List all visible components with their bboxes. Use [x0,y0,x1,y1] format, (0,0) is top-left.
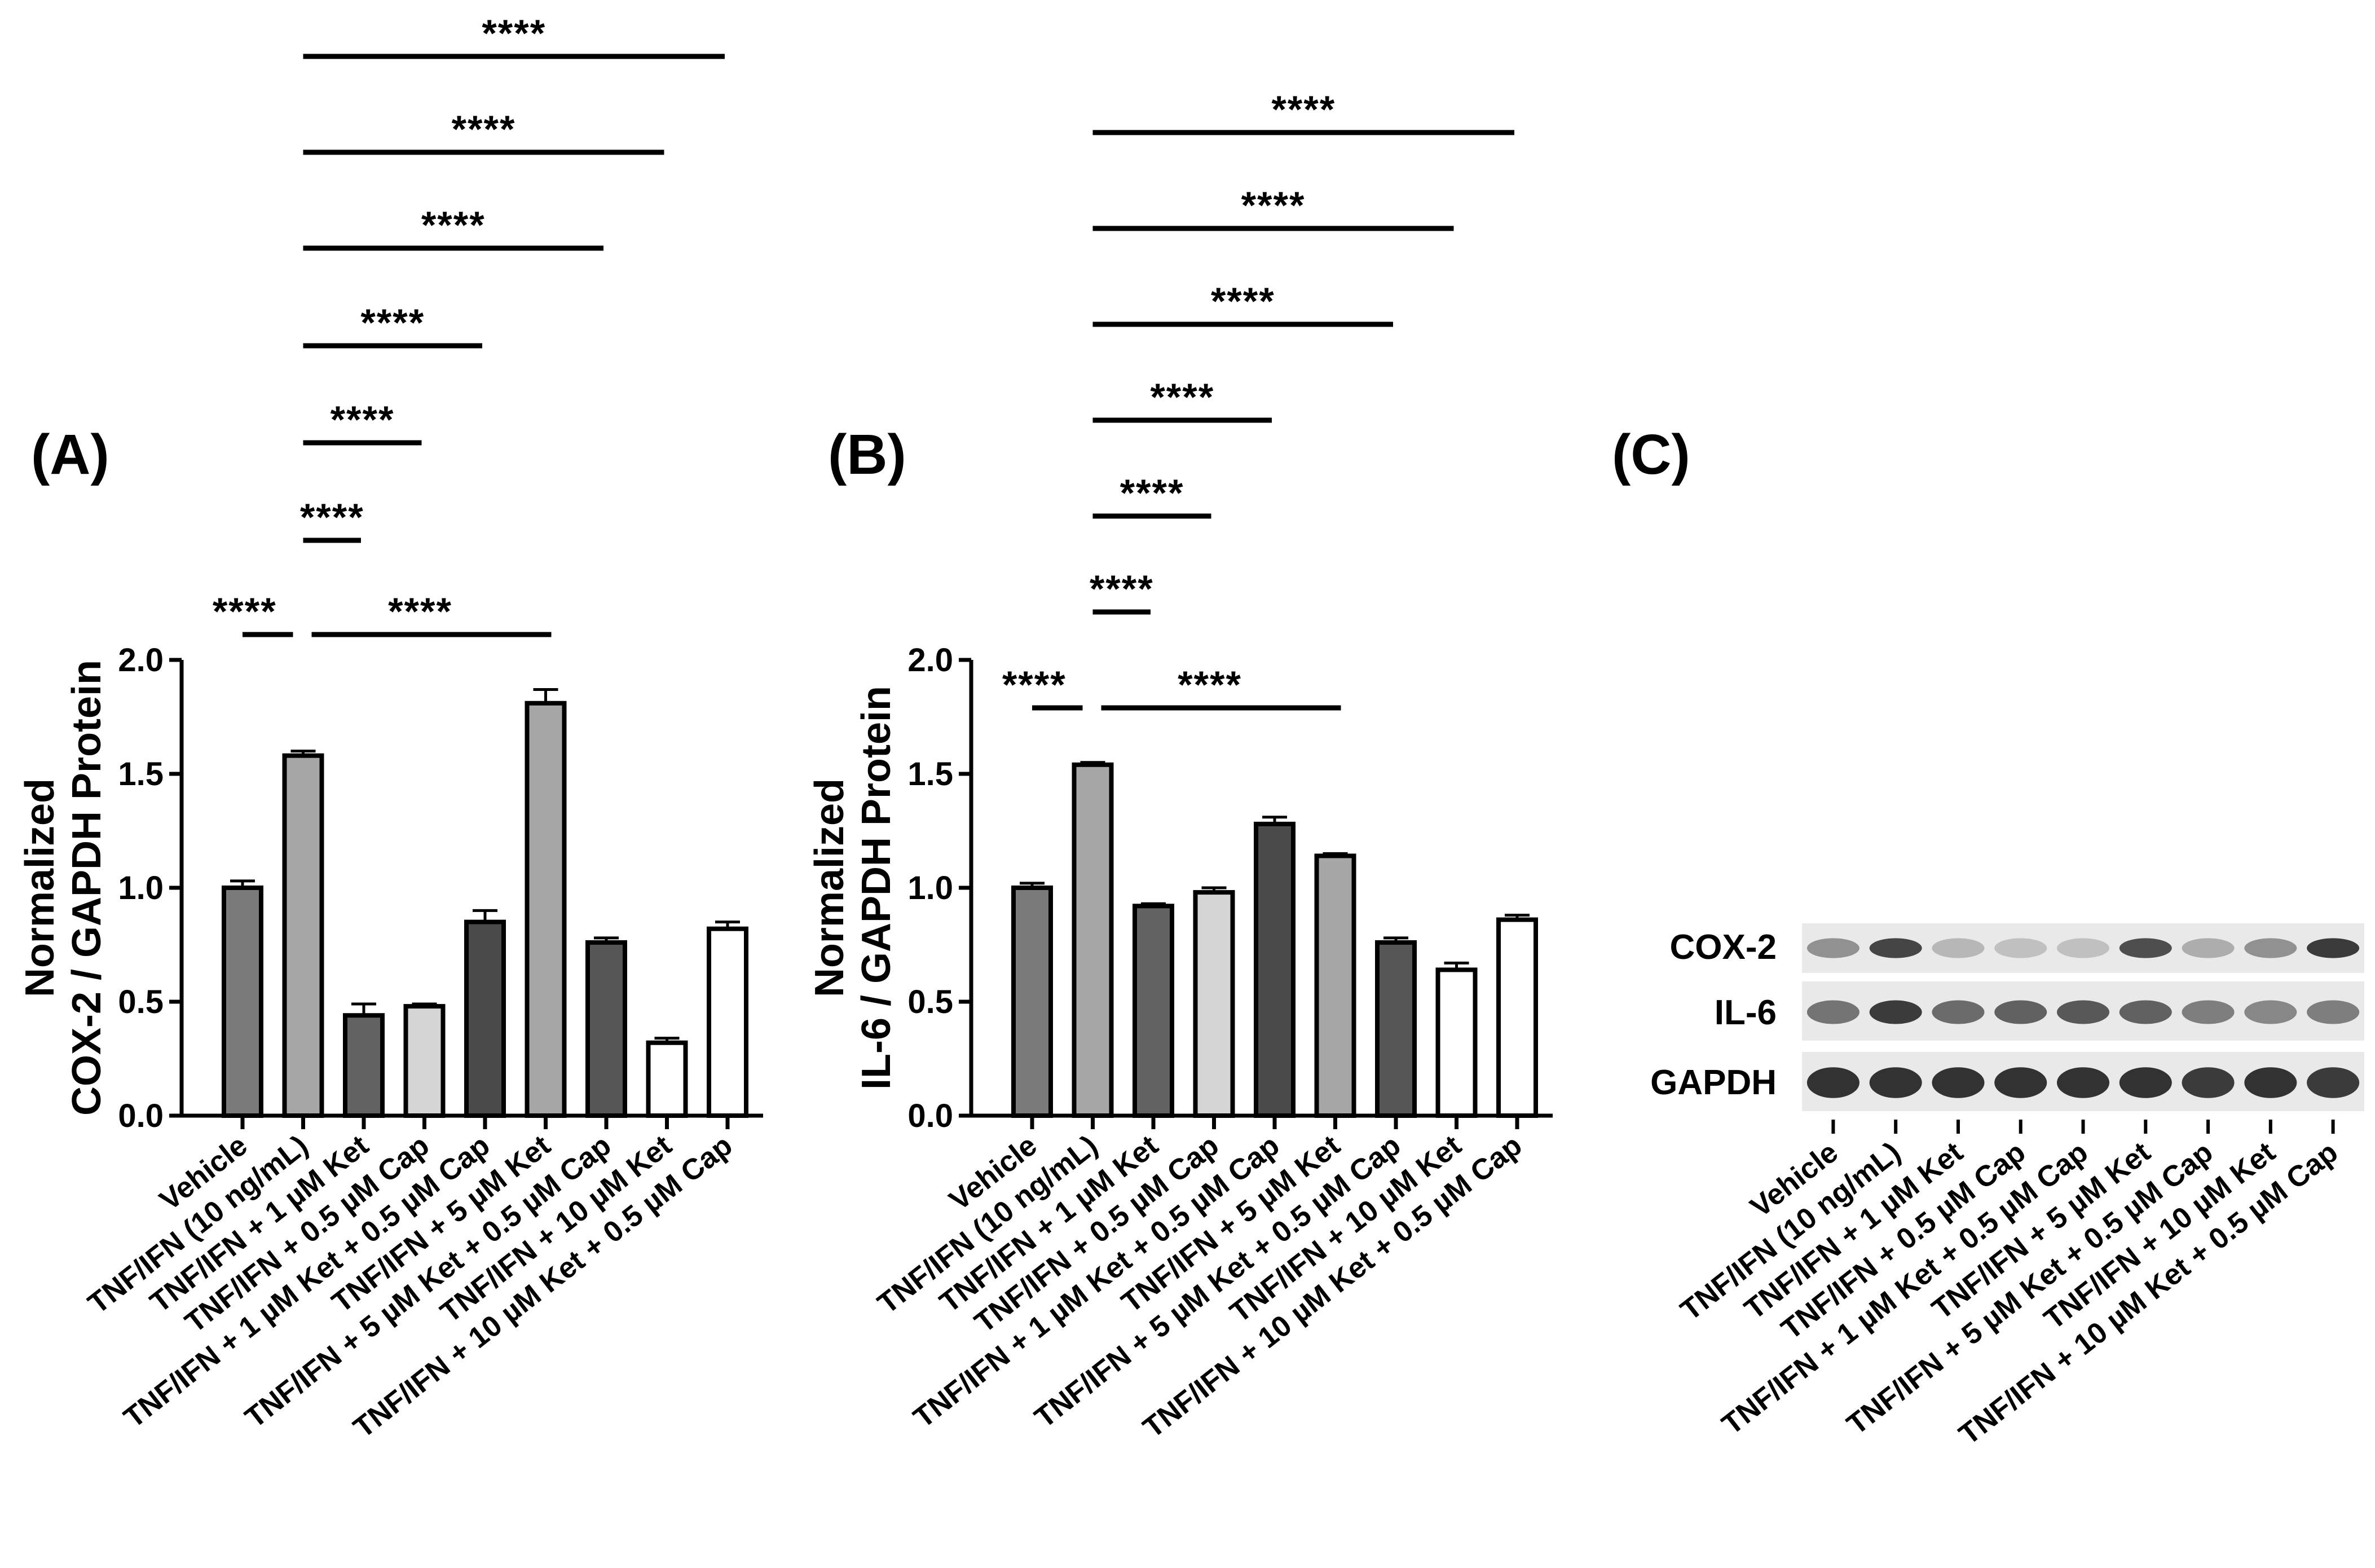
blot-band [2307,938,2360,958]
significance-label: **** [482,12,546,55]
bar [1011,886,1053,1118]
significance-label: **** [1002,663,1067,706]
significance-label: **** [421,204,486,246]
bar [222,886,263,1118]
blot-band [1806,1000,1860,1024]
y-axis-label: Normalized [807,778,852,997]
blot-band [1994,1000,2047,1024]
bar [1435,967,1478,1118]
blot-band [2182,1067,2235,1098]
blot-label: COX-2 [1670,928,1777,967]
significance-label: **** [388,590,452,633]
y-tick-label: 1.5 [118,756,164,792]
bar [1375,940,1417,1118]
significance-label: **** [360,301,425,344]
blot-band [2307,1000,2360,1024]
blot-band [2119,1000,2172,1024]
blot-band [1806,938,1860,958]
significance-label: **** [1150,376,1214,419]
significance-label: **** [452,108,516,151]
bar [343,1013,385,1118]
chart-il6: 0.0 0.5 1.0 1.5 2.0 Normalized IL-6 / GAPDH Pr… [807,88,1553,1444]
bar [1254,821,1296,1118]
blot-band [2307,1067,2360,1098]
blot-band [1932,1000,1985,1024]
y-axis-label: Normalized [17,778,63,997]
panel-letter-a: (A) [31,423,109,486]
y-tick-label: 1.0 [907,870,953,906]
y-tick-label: 0.0 [118,1098,164,1134]
blot-band [1932,938,1985,958]
y-axis-label: COX-2 / GAPDH Protein [64,660,109,1116]
bar [403,1004,446,1118]
blot-band [1932,1067,1985,1098]
significance-label: **** [1120,472,1184,514]
significance-label: **** [331,398,395,441]
blot-band [2056,938,2110,958]
bar [282,753,324,1118]
blot-band [2056,1000,2110,1024]
bar [1072,762,1114,1118]
y-tick-label: 1.5 [907,756,953,792]
significance-label: **** [1090,567,1154,610]
significance-label: **** [300,496,364,539]
y-tick-label: 1.0 [118,870,164,906]
y-tick-label: 2.0 [907,642,953,679]
blot-band [2056,1067,2110,1098]
significance-label: **** [1211,280,1275,323]
significance-label: **** [1271,88,1336,131]
bar [1193,890,1235,1118]
bar [707,926,748,1118]
bar [646,1040,688,1118]
blot-band [2119,1067,2172,1098]
blot-band [1869,938,1922,958]
y-tick-label: 0.5 [907,984,953,1020]
bar [464,919,506,1118]
panel-letter-c: (C) [1612,423,1690,486]
blot-band [2182,1000,2235,1024]
blot-band [2244,1000,2297,1024]
blot-band [2119,938,2172,958]
blot-band [1806,1067,1860,1098]
blot-band [1994,1067,2047,1098]
bar [585,940,627,1118]
significance-label: **** [1178,663,1242,706]
blot-band [1869,1000,1922,1024]
panel-letter-b: (B) [828,423,906,486]
y-tick-label: 0.5 [118,984,164,1020]
y-axis-label: IL-6 / GAPDH Protein [854,686,899,1090]
bar [1314,853,1356,1118]
bar [1133,904,1174,1118]
blot-band [1869,1067,1922,1098]
y-tick-label: 2.0 [118,642,164,679]
significance-label: **** [213,590,277,633]
blot-label: IL-6 [1715,993,1777,1032]
blot-label: GAPDH [1650,1063,1777,1102]
bar [1496,917,1538,1118]
chart-cox2: 0.0 0.5 1.0 1.5 2.0 Normalized COX-2 / GAPDH P… [17,12,763,1444]
blot-band [2182,938,2235,958]
bar [525,701,567,1118]
significance-label: **** [1241,184,1306,227]
blot-band [1994,938,2047,958]
y-tick-label: 0.0 [907,1098,953,1134]
blot-band [2244,1067,2297,1098]
blot-band [2244,938,2297,958]
